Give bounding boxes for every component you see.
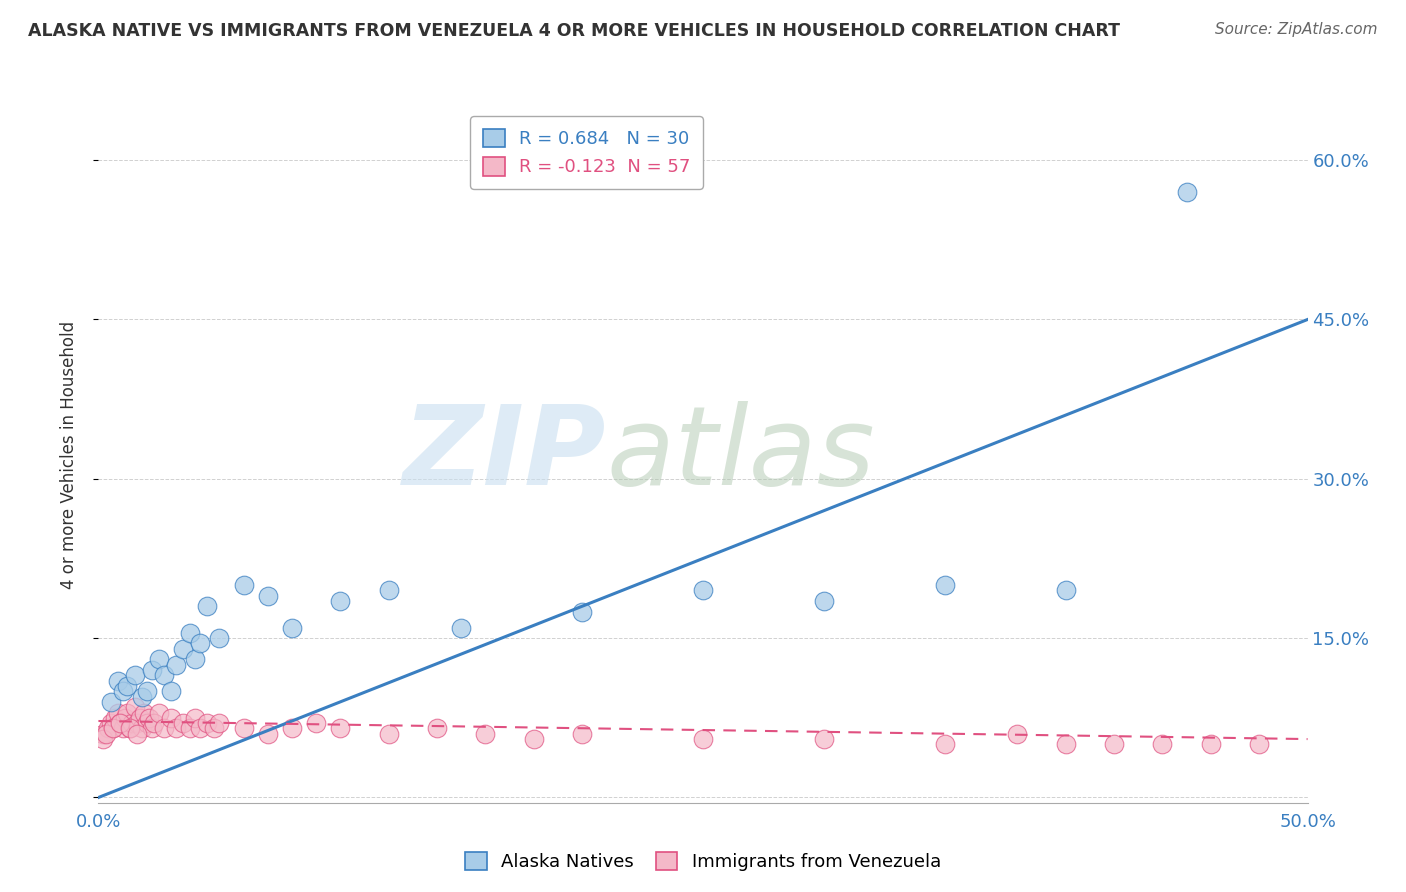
Y-axis label: 4 or more Vehicles in Household: 4 or more Vehicles in Household [59,321,77,589]
Point [256,589,278,603]
Point [571,727,593,741]
Point [1054,583,1077,598]
Point [179,625,201,640]
Point [131,722,153,736]
Point [118,722,141,736]
Point [523,732,546,747]
Point [124,668,146,682]
Point [329,722,352,736]
Point [127,727,149,741]
Point [1007,727,1029,741]
Point [172,716,194,731]
Point [188,722,211,736]
Point [1054,738,1077,752]
Point [232,578,254,592]
Point [131,690,153,704]
Point [143,716,166,731]
Point [1249,738,1271,752]
Point [1152,738,1174,752]
Point [101,722,124,736]
Point [152,668,174,682]
Point [124,700,146,714]
Point [134,706,156,720]
Point [118,722,141,736]
Point [450,621,472,635]
Point [135,684,157,698]
Point [195,716,218,731]
Point [100,716,122,731]
Point [1102,738,1125,752]
Point [100,695,122,709]
Point [138,711,160,725]
Point [121,716,143,731]
Legend: R = 0.684   N = 30, R = -0.123  N = 57: R = 0.684 N = 30, R = -0.123 N = 57 [470,116,703,189]
Point [148,652,170,666]
Point [474,727,496,741]
Point [127,716,149,731]
Point [172,641,194,656]
Point [165,722,187,736]
Point [188,636,211,650]
Point [148,706,170,720]
Point [179,722,201,736]
Point [377,727,399,741]
Point [208,716,231,731]
Point [184,652,207,666]
Point [184,711,207,725]
Point [108,716,131,731]
Point [91,727,114,741]
Point [426,722,449,736]
Point [329,594,352,608]
Point [232,722,254,736]
Point [934,578,956,592]
Point [305,716,328,731]
Point [813,732,835,747]
Point [107,673,129,688]
Legend: Alaska Natives, Immigrants from Venezuela: Alaska Natives, Immigrants from Venezuel… [458,845,948,879]
Point [135,716,157,731]
Point [117,706,139,720]
Point [111,684,134,698]
Text: ALASKA NATIVE VS IMMIGRANTS FROM VENEZUELA 4 OR MORE VEHICLES IN HOUSEHOLD CORRE: ALASKA NATIVE VS IMMIGRANTS FROM VENEZUE… [28,22,1121,40]
Point [813,594,835,608]
Point [377,583,399,598]
Point [160,684,183,698]
Point [104,711,127,725]
Point [141,722,163,736]
Point [117,679,139,693]
Point [111,722,134,736]
Point [934,738,956,752]
Point [571,605,593,619]
Point [107,706,129,720]
Point [692,583,714,598]
Point [141,663,163,677]
Text: ZIP: ZIP [402,401,606,508]
Point [108,716,131,731]
Point [208,631,231,645]
Point [101,722,124,736]
Point [160,711,183,725]
Point [97,722,120,736]
Text: Source: ZipAtlas.com: Source: ZipAtlas.com [1215,22,1378,37]
Point [152,722,174,736]
Point [1175,185,1198,199]
Point [692,732,714,747]
Point [256,727,278,741]
Point [91,732,114,747]
Point [281,722,304,736]
Text: atlas: atlas [606,401,875,508]
Point [128,711,150,725]
Point [195,599,218,614]
Point [1199,738,1222,752]
Point [94,727,117,741]
Point [114,711,136,725]
Point [281,621,304,635]
Point [165,657,187,672]
Point [204,722,226,736]
